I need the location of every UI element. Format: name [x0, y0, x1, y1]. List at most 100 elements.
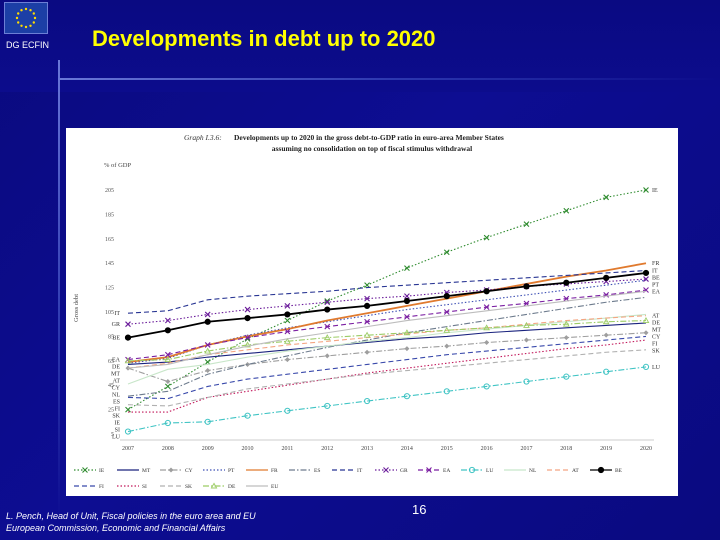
eu-star-icon	[24, 7, 28, 11]
data-point-ea	[164, 351, 171, 358]
eu-star-icon	[29, 9, 32, 12]
data-point-ie	[643, 187, 649, 193]
y-tick-label: 105	[105, 310, 114, 316]
data-point-cy	[484, 340, 490, 345]
data-point-de	[244, 341, 251, 348]
data-point-gr	[404, 293, 410, 300]
legend-marker-gr	[383, 467, 389, 473]
data-point-ea	[204, 342, 211, 348]
data-point-gr	[643, 276, 649, 282]
y-tick-label: 205	[105, 188, 114, 194]
left-series-label: NL	[112, 393, 120, 399]
series-line-sk	[127, 349, 647, 407]
org-label: DG ECFIN	[6, 40, 50, 50]
x-tick-label: 2007	[122, 446, 134, 452]
y-tick-label: 25	[108, 408, 114, 414]
data-point-ea	[364, 318, 370, 325]
data-point-ie	[164, 383, 171, 390]
data-point-lu	[483, 383, 490, 390]
chart-image: Graph I.3.6: Developments up to 2020 in …	[66, 128, 678, 496]
legend-marker-ea	[426, 467, 432, 473]
legend-label: PT	[228, 468, 235, 474]
series-line-nl	[127, 313, 647, 385]
legend-marker-lu	[468, 466, 476, 474]
data-point-lu	[363, 397, 371, 405]
legend-label: BE	[615, 468, 623, 474]
legend-marker-cy	[168, 467, 174, 473]
data-point-gr	[244, 306, 251, 313]
series-line-lu	[127, 366, 647, 433]
x-tick-label: 2009	[202, 446, 214, 452]
legend-label: EA	[443, 468, 450, 474]
series-line-eu	[127, 290, 647, 369]
eu-star-icon	[24, 25, 28, 29]
data-point-cy	[364, 349, 370, 355]
x-tick-label: 2017	[520, 446, 532, 452]
data-point-ie	[324, 298, 331, 304]
data-point-be	[403, 297, 411, 305]
series-line-be	[127, 272, 647, 339]
data-point-be	[483, 288, 490, 295]
right-series-label: DE	[652, 321, 660, 327]
series-line-es	[127, 296, 647, 397]
data-point-be	[443, 293, 450, 300]
data-point-be	[563, 279, 570, 286]
data-point-ea	[443, 309, 450, 315]
decorative-vertical-line	[58, 60, 60, 520]
series-line-si	[128, 339, 647, 413]
data-point-de	[642, 317, 650, 323]
right-series-label: CY	[652, 335, 661, 341]
legend-label: NL	[529, 468, 537, 474]
data-point-cy	[523, 337, 529, 343]
right-series-label: MT	[652, 328, 661, 334]
data-point-de	[124, 357, 132, 364]
data-point-lu	[642, 363, 650, 370]
right-series-label: PT	[652, 283, 659, 289]
x-tick-label: 2012	[321, 446, 333, 452]
data-point-de	[523, 321, 530, 328]
data-point-de	[562, 320, 570, 327]
data-point-be	[124, 334, 132, 341]
legend-marker-de	[210, 482, 218, 489]
data-point-de	[443, 326, 451, 333]
x-tick-label: 2015	[441, 446, 453, 452]
data-point-be	[523, 283, 530, 290]
left-series-label: EA	[112, 358, 121, 364]
footer-text: L. Pench, Head of Unit, Fiscal policies …	[6, 510, 256, 534]
data-point-lu	[443, 388, 450, 395]
legend-label: SK	[185, 484, 192, 490]
legend-label: DE	[228, 484, 236, 490]
right-series-label: LU	[652, 365, 661, 371]
data-point-ie	[603, 194, 610, 201]
chart-title-line2: assuming no consolidation on top of fisc…	[272, 144, 472, 153]
legend-label: CY	[185, 468, 193, 474]
data-point-de	[363, 331, 371, 338]
page-number: 16	[412, 502, 427, 517]
data-point-ie	[443, 249, 450, 256]
x-tick-label: 2008	[162, 446, 174, 452]
series-line-pt	[127, 279, 647, 364]
series-line-fi	[127, 335, 647, 400]
data-point-be	[284, 311, 291, 318]
legend-label: SI	[142, 484, 147, 490]
left-series-label: SK	[112, 414, 120, 420]
data-point-cy	[165, 379, 171, 385]
data-point-de	[483, 324, 490, 331]
eu-stars-icon	[15, 7, 37, 29]
data-point-be	[324, 306, 331, 313]
chart-title-prefix: Graph I.3.6:	[184, 133, 222, 142]
legend-label: MT	[142, 468, 151, 474]
right-series-label: AT	[652, 314, 660, 320]
data-point-lu	[603, 368, 610, 375]
legend-label: LU	[486, 468, 493, 474]
eu-star-icon	[17, 21, 20, 24]
debt-chart: Graph I.3.6: Developments up to 2020 in …	[73, 133, 661, 490]
eu-star-icon	[33, 16, 37, 20]
right-series-label: FR	[652, 261, 659, 267]
data-point-de	[403, 329, 411, 336]
x-tick-label: 2010	[242, 446, 254, 452]
series-line-at	[127, 315, 647, 369]
data-point-be	[204, 318, 211, 325]
data-point-cy	[563, 335, 569, 341]
data-point-de	[323, 334, 331, 341]
